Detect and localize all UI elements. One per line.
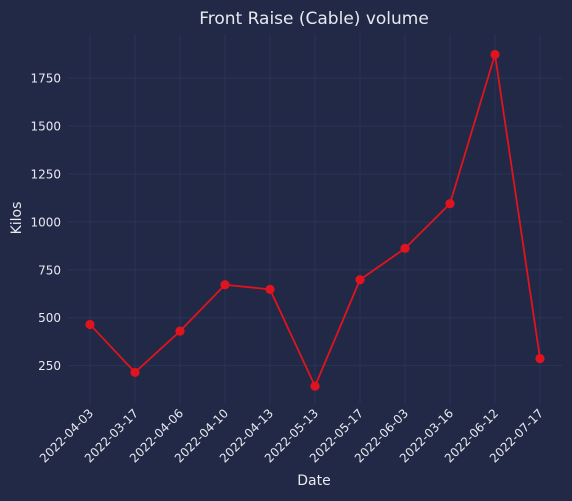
y-tick-label: 1250	[30, 167, 61, 181]
x-axis-label: Date	[297, 473, 330, 489]
data-point	[535, 353, 545, 364]
y-tick-label: 750	[38, 263, 61, 277]
data-point	[130, 367, 140, 377]
data-point	[220, 280, 230, 290]
data-point	[445, 199, 455, 209]
grid-lines	[68, 34, 562, 404]
chart-title: Front Raise (Cable) volume	[199, 9, 429, 29]
data-point	[400, 243, 410, 253]
data-point	[265, 284, 275, 294]
y-tick-label: 500	[38, 311, 61, 325]
data-point	[355, 275, 365, 285]
y-tick-label: 250	[38, 359, 61, 373]
data-point	[310, 381, 320, 391]
y-tick-label: 1000	[30, 215, 61, 229]
y-axis-label: Kilos	[9, 202, 25, 235]
data-points	[85, 49, 545, 391]
y-tick-label: 1750	[30, 72, 61, 86]
data-point	[490, 49, 500, 60]
y-tick-labels: 250 500 750 1000 1250 1500 1750	[30, 72, 61, 374]
y-tick-label: 1500	[30, 120, 61, 134]
data-point	[175, 326, 185, 336]
data-point	[85, 319, 95, 330]
